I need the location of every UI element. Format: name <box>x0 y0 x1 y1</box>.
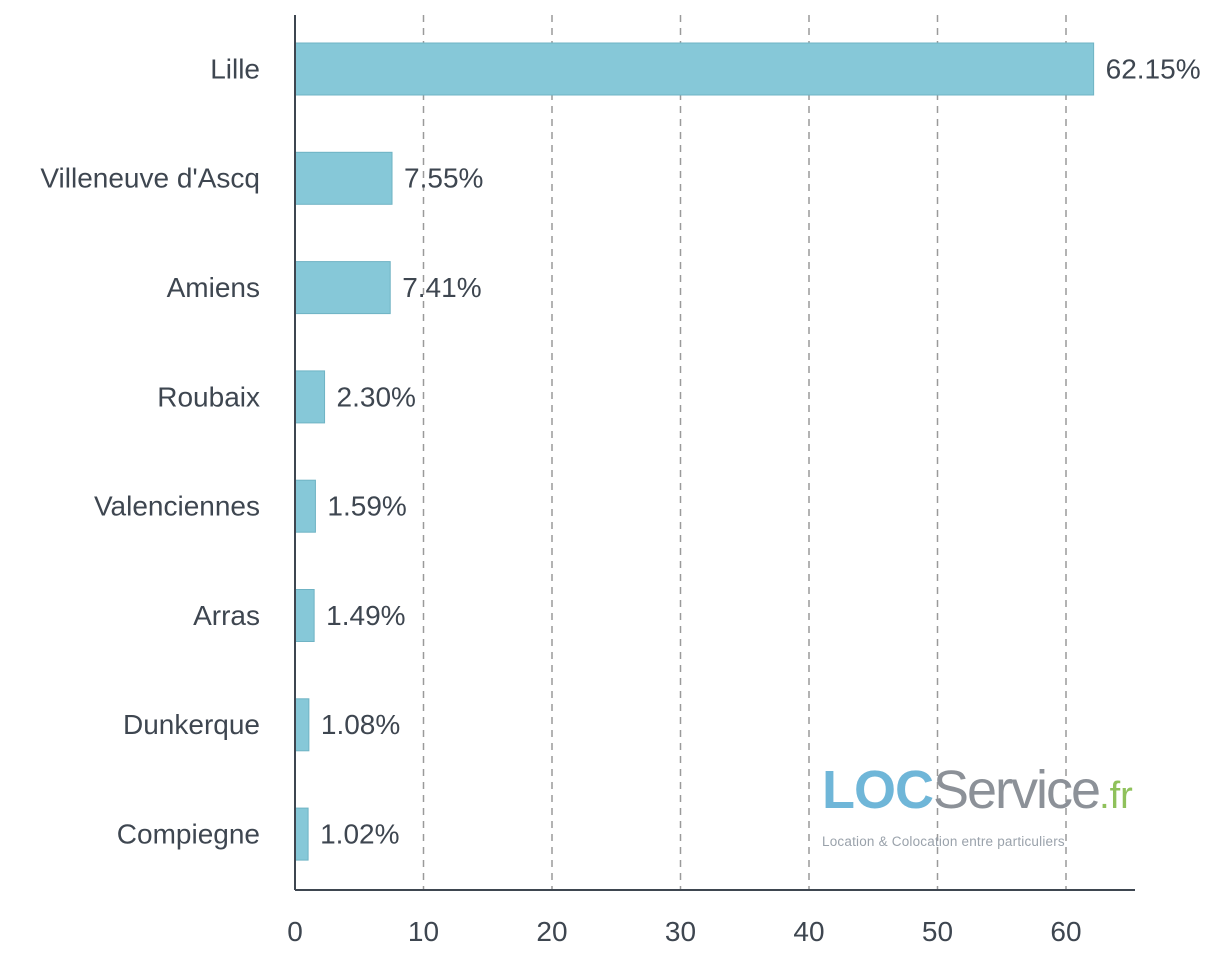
value-label: 7.55% <box>404 163 483 194</box>
logo-tagline: Location & Colocation entre particuliers <box>822 834 1065 849</box>
x-tick-label: 10 <box>408 916 439 947</box>
value-label: 1.59% <box>327 491 406 522</box>
value-label: 2.30% <box>337 381 416 412</box>
category-label: Villeneuve d'Ascq <box>40 163 260 194</box>
value-label: 62.15% <box>1106 53 1201 84</box>
bar <box>294 807 309 861</box>
logo-wordmark: LOC Service .fr <box>822 760 1133 826</box>
x-tick-label: 60 <box>1050 916 1081 947</box>
bars <box>294 42 1095 861</box>
value-labels: 62.15% 7.55% 7.41% 2.30% 1.59% 1.49% 1.08% 1.02… <box>320 53 1200 849</box>
bar <box>294 151 393 205</box>
value-label: 7.41% <box>402 272 481 303</box>
x-tick-label: 0 <box>287 916 303 947</box>
category-label: Arras <box>193 600 260 631</box>
value-label: 1.49% <box>326 600 405 631</box>
category-labels: Lille Villeneuve d'Ascq Amiens Roubaix Valen… <box>40 53 260 849</box>
bar <box>294 42 1095 96</box>
logo-loc-text: LOC <box>822 760 934 820</box>
bar <box>294 261 391 315</box>
x-tick-label: 50 <box>922 916 953 947</box>
category-label: Dunkerque <box>123 709 260 740</box>
value-label: 1.08% <box>321 709 400 740</box>
category-label: Roubaix <box>157 381 260 412</box>
x-tick-label: 40 <box>793 916 824 947</box>
bar <box>294 589 315 642</box>
grid-lines <box>422 15 1067 890</box>
bar <box>294 370 326 424</box>
category-label: Valenciennes <box>94 491 260 522</box>
value-label: 1.02% <box>320 818 399 849</box>
x-tick-label: 20 <box>536 916 567 947</box>
category-label: Lille <box>210 53 260 84</box>
logo-service-text: Service <box>933 760 1101 820</box>
x-tick-labels: 0 10 20 30 40 50 60 <box>287 916 1081 947</box>
locservice-logo: LOC Service .fr Location & Colocation en… <box>822 760 1133 850</box>
x-tick-label: 30 <box>665 916 696 947</box>
category-label: Compiegne <box>117 818 260 849</box>
logo-fr-text: .fr <box>1099 775 1133 817</box>
bar <box>294 479 316 533</box>
category-label: Amiens <box>167 272 260 303</box>
bar <box>294 698 310 752</box>
